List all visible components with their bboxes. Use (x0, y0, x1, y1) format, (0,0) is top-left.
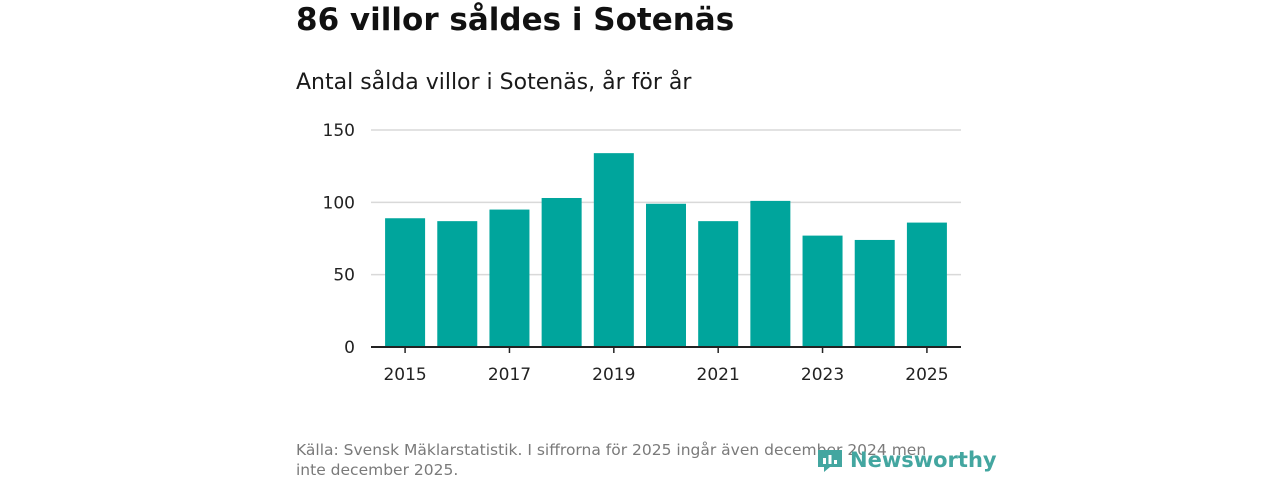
y-tick-label: 50 (333, 266, 355, 286)
y-tick-label: 150 (323, 121, 355, 141)
bar-2025 (906, 222, 947, 347)
brand-name: Newsworthy (850, 448, 997, 472)
bar-2022 (750, 200, 791, 347)
newsworthy-logo-icon (818, 450, 842, 472)
bar-2019 (593, 153, 634, 347)
source-note: Källa: Svensk Mäklarstatistik. I siffror… (296, 441, 927, 479)
brand-logo: Newsworthy (816, 446, 997, 474)
x-tick-label: 2015 (383, 365, 426, 385)
x-tick-label: 2017 (488, 365, 531, 385)
bar-2016 (437, 221, 478, 347)
chart-subtitle: Antal sålda villor i Sotenäs, år för år (296, 70, 692, 95)
x-tick-label: 2023 (801, 365, 844, 385)
bar-2017 (489, 209, 530, 347)
page-title: 86 villor såldes i Sotenäs (296, 2, 735, 38)
bar-2024 (854, 239, 895, 347)
x-tick-label: 2019 (592, 365, 635, 385)
bar-2020 (646, 203, 686, 347)
bar-2015 (385, 218, 426, 347)
bar-2018 (541, 197, 582, 347)
y-tick-label: 0 (344, 338, 355, 358)
y-tick-label: 100 (323, 193, 355, 213)
bar-2023 (802, 235, 843, 347)
bar-2021 (698, 221, 739, 347)
x-tick-label: 2025 (905, 365, 948, 385)
x-tick-label: 2021 (697, 365, 740, 385)
